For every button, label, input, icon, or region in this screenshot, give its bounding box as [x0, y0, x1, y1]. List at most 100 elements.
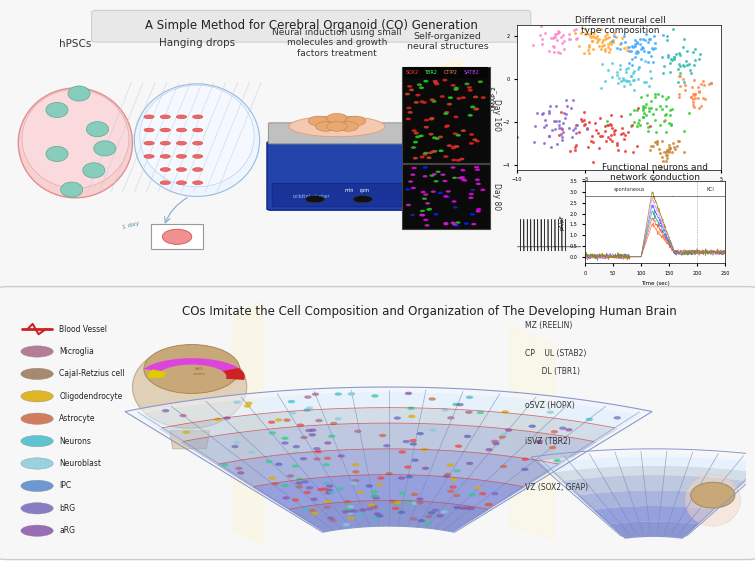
Point	[545, 142, 557, 151]
Point	[602, 132, 615, 141]
Point	[606, 136, 618, 145]
Point	[603, 32, 615, 41]
Ellipse shape	[373, 496, 380, 500]
Point	[649, 93, 661, 102]
Point	[673, 137, 686, 146]
Point	[584, 42, 596, 51]
Ellipse shape	[140, 85, 254, 187]
Polygon shape	[288, 500, 489, 532]
Point	[604, 119, 616, 128]
Point	[664, 144, 676, 153]
Ellipse shape	[434, 137, 439, 140]
Circle shape	[193, 142, 203, 145]
Ellipse shape	[404, 465, 411, 469]
Ellipse shape	[498, 435, 506, 439]
Point	[615, 60, 627, 69]
Point	[631, 142, 643, 151]
Point	[564, 147, 576, 156]
Text: KCl: KCl	[707, 187, 715, 192]
Ellipse shape	[451, 166, 455, 169]
Ellipse shape	[328, 491, 335, 494]
Point	[673, 71, 685, 80]
Ellipse shape	[418, 135, 424, 137]
Circle shape	[305, 196, 325, 203]
Point	[643, 106, 655, 115]
Point	[621, 46, 633, 55]
Ellipse shape	[323, 482, 331, 485]
Point	[637, 113, 649, 122]
Point	[608, 130, 620, 139]
Text: Day 160: Day 160	[492, 99, 501, 131]
Point	[596, 59, 609, 68]
Ellipse shape	[457, 177, 462, 179]
Point	[581, 123, 593, 132]
Ellipse shape	[343, 523, 350, 526]
Circle shape	[160, 142, 171, 145]
Ellipse shape	[162, 229, 192, 245]
Ellipse shape	[327, 122, 347, 131]
Point	[587, 32, 599, 41]
Point	[681, 61, 693, 70]
Ellipse shape	[424, 218, 428, 221]
Point	[556, 38, 569, 47]
Point	[593, 41, 605, 50]
Polygon shape	[159, 408, 619, 442]
Ellipse shape	[237, 471, 245, 474]
Ellipse shape	[521, 468, 528, 471]
Point	[687, 101, 699, 110]
Ellipse shape	[248, 451, 255, 454]
Point	[611, 68, 623, 77]
Ellipse shape	[500, 465, 507, 468]
Point	[664, 105, 676, 114]
Ellipse shape	[352, 470, 359, 474]
Point	[596, 41, 608, 50]
Point	[565, 132, 578, 142]
Ellipse shape	[423, 175, 427, 178]
Point	[661, 147, 673, 156]
Point	[635, 44, 647, 53]
Point	[627, 54, 639, 63]
Point	[657, 156, 669, 165]
Point	[695, 79, 707, 88]
Ellipse shape	[492, 492, 498, 495]
Ellipse shape	[422, 198, 427, 200]
Ellipse shape	[476, 183, 481, 185]
Polygon shape	[252, 475, 525, 509]
FancyBboxPatch shape	[403, 67, 488, 78]
Point	[567, 126, 579, 135]
Point	[569, 141, 581, 150]
X-axis label: Time (sec): Time (sec)	[640, 281, 670, 286]
Ellipse shape	[414, 132, 419, 135]
Ellipse shape	[436, 170, 441, 173]
Point	[640, 110, 652, 119]
Ellipse shape	[405, 118, 411, 120]
Point	[633, 64, 645, 73]
Ellipse shape	[411, 146, 416, 149]
Point	[606, 36, 618, 45]
Point	[563, 35, 575, 44]
Point	[586, 37, 598, 46]
Point	[627, 61, 639, 70]
Point	[686, 83, 698, 92]
Point	[674, 51, 686, 60]
Ellipse shape	[522, 458, 528, 461]
Text: VZ (SOX2, GFAP): VZ (SOX2, GFAP)	[525, 483, 588, 492]
Ellipse shape	[411, 501, 418, 505]
Point	[649, 38, 661, 48]
Point	[625, 72, 637, 81]
Point	[641, 91, 653, 100]
Point	[623, 76, 635, 85]
Circle shape	[177, 168, 186, 171]
Point	[663, 141, 675, 150]
Ellipse shape	[266, 460, 273, 464]
Ellipse shape	[301, 480, 309, 483]
Ellipse shape	[417, 83, 422, 86]
Ellipse shape	[443, 222, 448, 225]
Point	[537, 108, 549, 117]
Ellipse shape	[428, 133, 433, 135]
Point	[660, 109, 672, 118]
Point	[599, 126, 611, 135]
Text: Neural induction using small
molecules and growth
factors treatment: Neural induction using small molecules a…	[272, 28, 402, 58]
Point	[678, 126, 690, 135]
Point	[596, 38, 609, 47]
